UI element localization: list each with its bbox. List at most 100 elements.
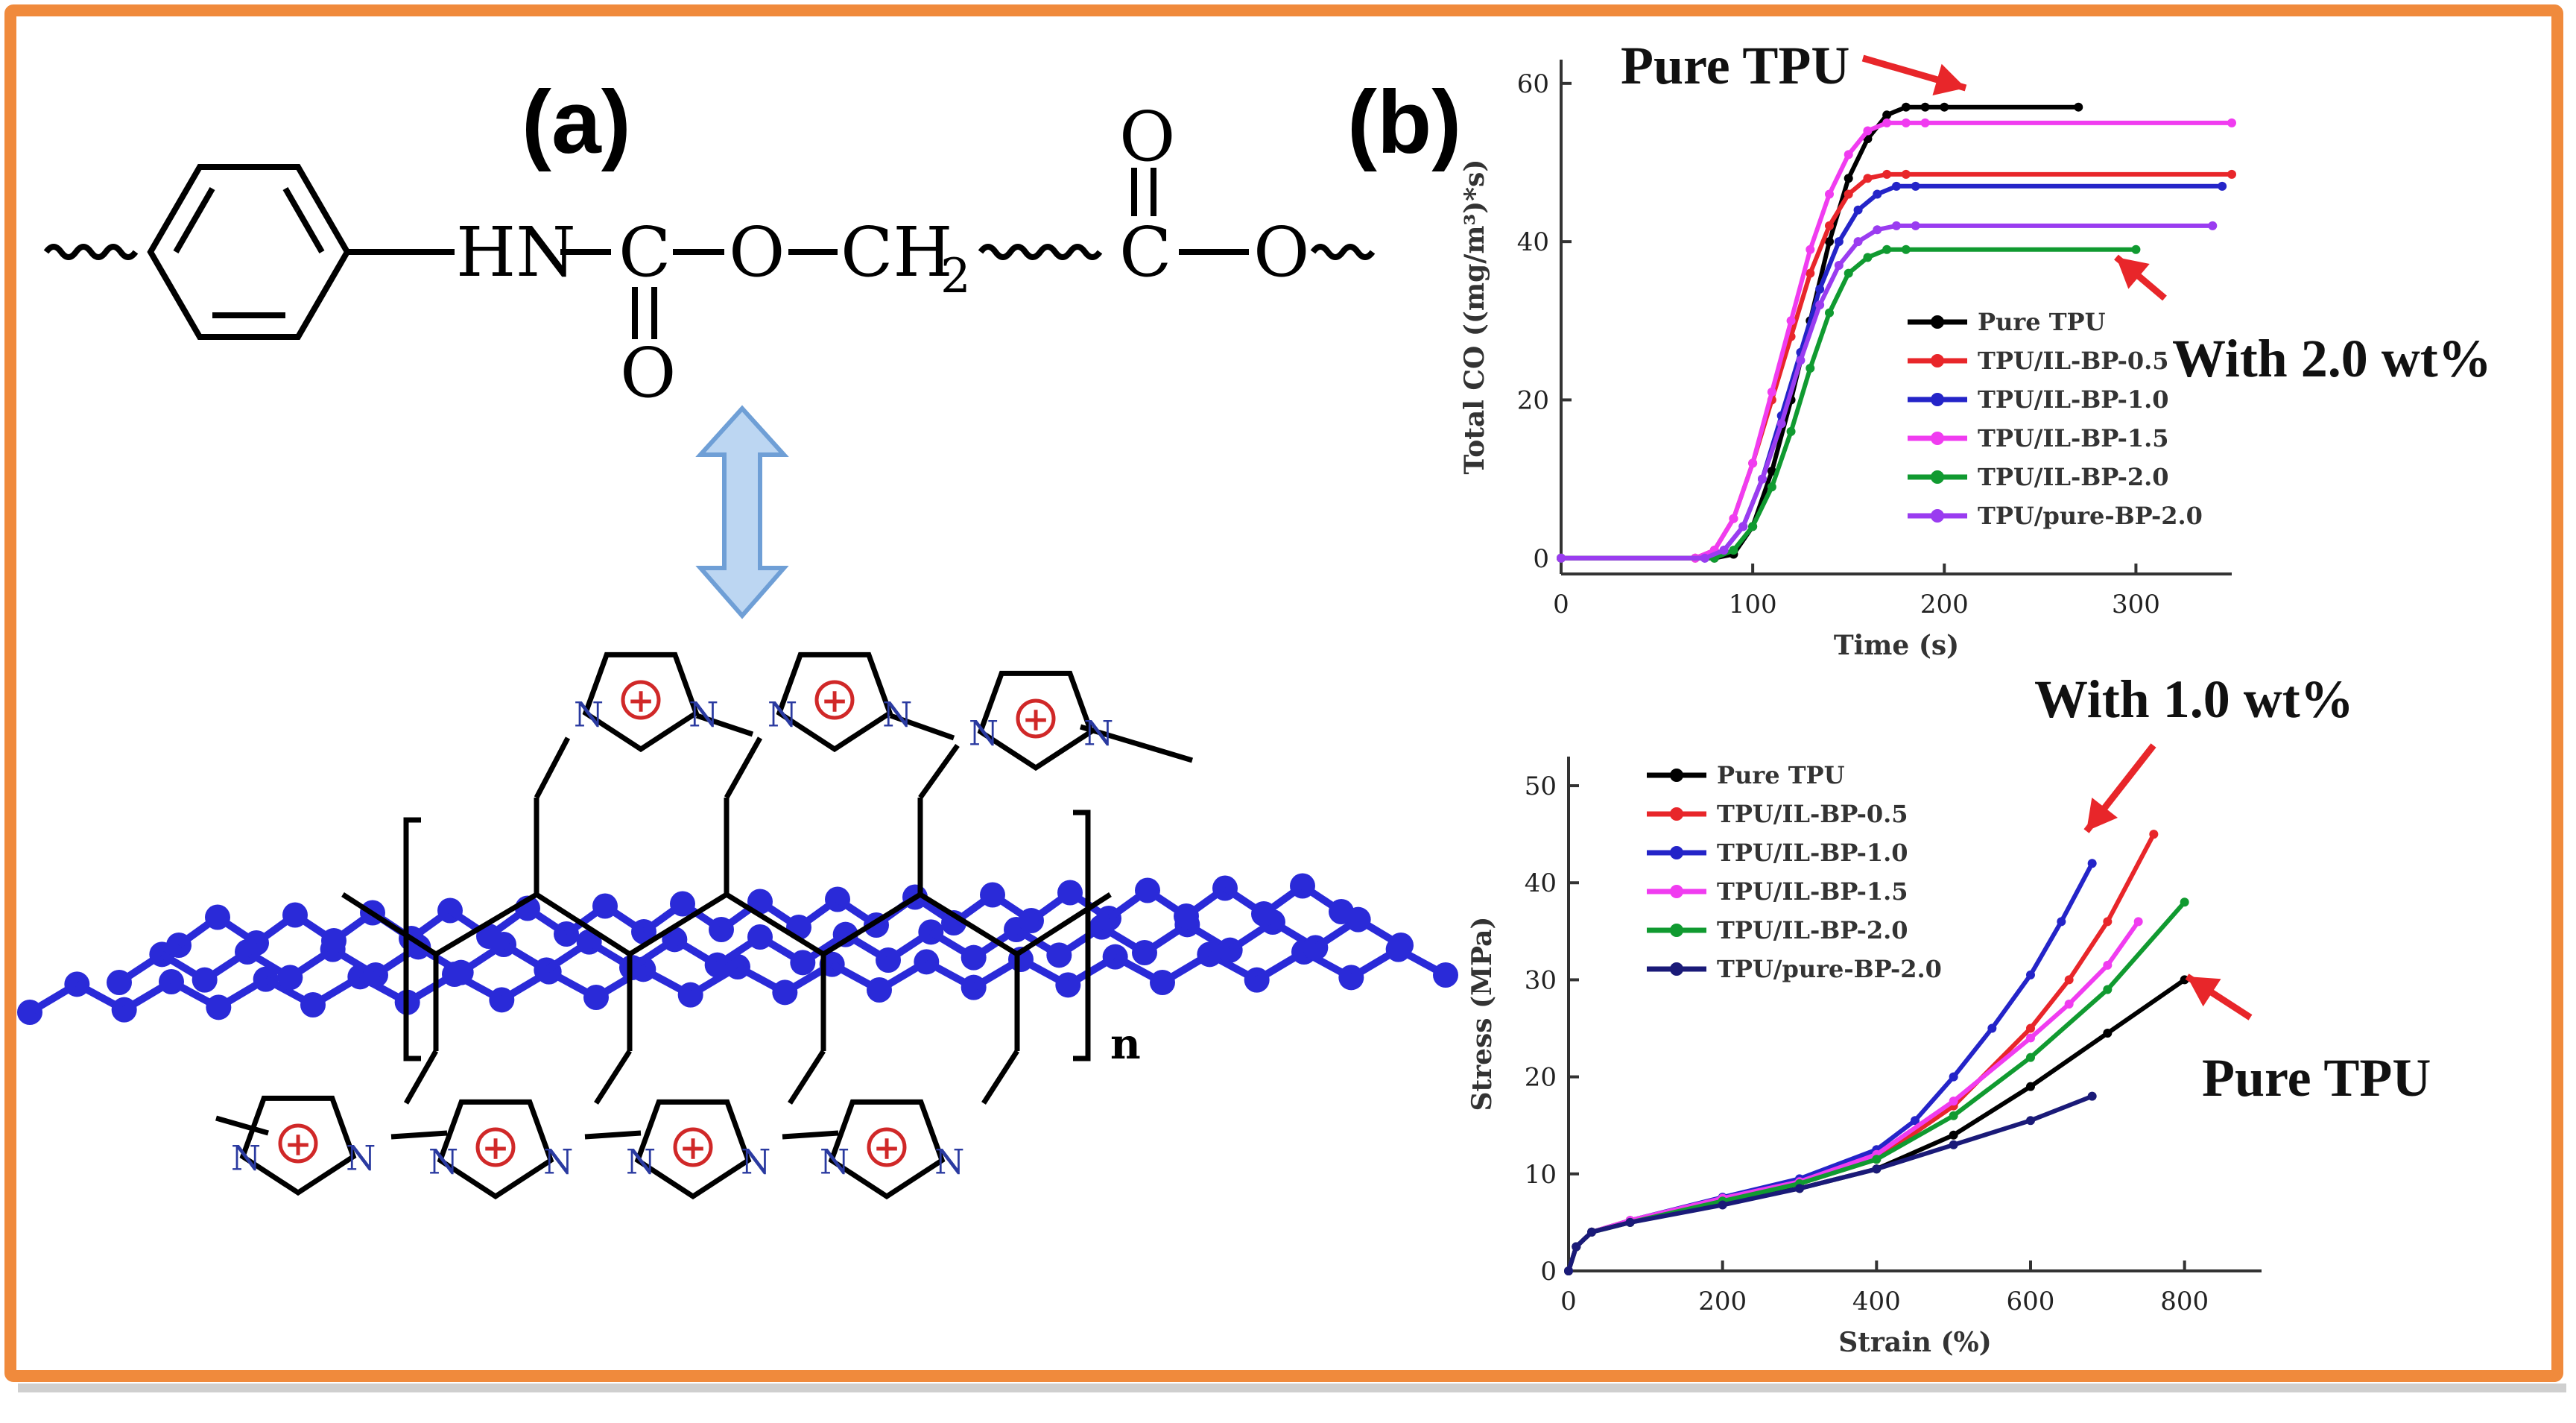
pendant-up-1b [534, 736, 571, 799]
structure-atom-labels: HN C O CH 2 C O O O [456, 97, 1309, 413]
atom-hn: HN [456, 212, 576, 292]
legend-marker [1931, 509, 1944, 523]
cation-circle [673, 1127, 713, 1167]
series-point [1853, 237, 1863, 247]
nitrogen-label: N [768, 695, 797, 735]
legend-marker [1670, 962, 1683, 976]
series-point [1911, 1116, 1920, 1126]
series-point [1863, 126, 1873, 136]
series-point [1557, 553, 1566, 563]
series-point [2074, 102, 2083, 112]
legend-entry: TPU/IL-BP-1.0 [1717, 839, 1908, 867]
series-point [1882, 169, 1892, 179]
legend-marker [1931, 393, 1944, 406]
series-point [2026, 1053, 2035, 1062]
series-point [1825, 237, 1834, 247]
cation-circle [814, 680, 855, 720]
legend-entry: TPU/IL-BP-1.0 [1978, 385, 2169, 414]
series-point [1625, 1217, 1635, 1227]
nitrogen-label: N [428, 1142, 458, 1182]
series-point [2026, 1082, 2035, 1091]
series-point [1863, 253, 1873, 262]
nitrogen-label: N [346, 1138, 376, 1179]
series-point [1834, 237, 1844, 247]
annotation-arrow-head [2116, 257, 2150, 289]
polymer-backbone [215, 713, 1194, 1140]
pendant-up-2b [724, 736, 763, 799]
atom-o-2: O [1253, 212, 1309, 292]
cation-circle [278, 1123, 318, 1164]
sheet-atom [1433, 962, 1458, 988]
legend-entry: TPU/IL-BP-0.5 [1717, 800, 1908, 828]
pendant-down-2b [594, 1050, 632, 1105]
series-point [2026, 1023, 2035, 1033]
x-axis-label: Time (s) [1834, 630, 1959, 661]
series-point [1882, 118, 1892, 127]
x-axis-label: Strain (%) [1838, 1327, 1992, 1358]
nitrogen-label: N [741, 1142, 770, 1182]
phosphorene-sheet [17, 873, 1458, 1025]
y-tick-label: 30 [1525, 965, 1557, 995]
nitrogen-label: N [969, 713, 999, 754]
series-point [1949, 1130, 1958, 1140]
series-point [1572, 1242, 1581, 1252]
series-point [2064, 999, 2074, 1009]
series-point [1748, 522, 1758, 531]
series-point [1892, 221, 1901, 230]
imidazolium-ring [977, 670, 1095, 772]
series-point [1987, 1023, 1997, 1033]
series-point [1825, 221, 1834, 230]
nitrogen-label: N [689, 695, 718, 735]
series-point [1815, 284, 1825, 294]
nitrogen-label: N [882, 695, 912, 735]
cation-plus: + [873, 1129, 901, 1167]
series-point [1844, 268, 1853, 278]
nitrogen-label: N [820, 1142, 849, 1182]
imidazolium-rings: + N N + N N + N N + N N + N N + N N + N N [231, 651, 1113, 1200]
bracket-right [1073, 810, 1091, 1061]
series-point [1901, 102, 1911, 112]
atom-c-2: C [1119, 212, 1171, 292]
series-point [1738, 522, 1748, 531]
series-point [1806, 244, 1815, 254]
imidazolium-ring [776, 651, 893, 753]
legend-entry: TPU/IL-BP-2.0 [1717, 916, 1908, 944]
y-tick-label: 10 [1525, 1160, 1557, 1190]
series-point [2026, 1116, 2035, 1126]
sheet-atom [1388, 933, 1414, 958]
cation-plus: + [482, 1129, 510, 1167]
legend-entry: TPU/IL-BP-1.5 [1717, 877, 1908, 906]
series-point [2131, 244, 2141, 254]
nitrogen-label: N [543, 1142, 573, 1182]
chart-stress-strain: 0 200 400 600 800 0 10 20 30 40 50 Strain (%) Stress… [1466, 669, 2431, 1358]
series-point [1949, 1111, 1958, 1120]
cation-plus: + [627, 682, 655, 720]
imidazolium-ring [828, 1099, 946, 1200]
cation-circle [475, 1127, 516, 1167]
series-point [1872, 1164, 1882, 1174]
cation-plus: + [1022, 701, 1050, 739]
series-point [1815, 300, 1825, 310]
series-point [2180, 897, 2189, 907]
pendant-down-1b [403, 1050, 439, 1105]
wavy-bond-middle [978, 244, 1103, 260]
series-point [1901, 244, 1911, 254]
atom-ch: CH [841, 212, 953, 292]
series-point [2227, 118, 2236, 127]
imidazolium-ring [239, 1095, 357, 1196]
imidazolium-ring [582, 651, 700, 753]
series-point [1844, 174, 1853, 183]
series-point [1920, 102, 1930, 112]
pendant-down-4b [981, 1050, 1019, 1105]
x-tick-label: 200 [1920, 590, 1969, 619]
series-point [1758, 474, 1767, 484]
series-point [1872, 1155, 1882, 1164]
link-top-2-3 [889, 713, 955, 741]
series-point [1873, 189, 1882, 199]
series-point [1911, 221, 1920, 230]
series-point [1718, 1200, 1727, 1210]
double-arrow-shape [695, 405, 789, 619]
y-tick-label: 40 [1517, 227, 1549, 257]
cation-circle [1016, 698, 1056, 739]
